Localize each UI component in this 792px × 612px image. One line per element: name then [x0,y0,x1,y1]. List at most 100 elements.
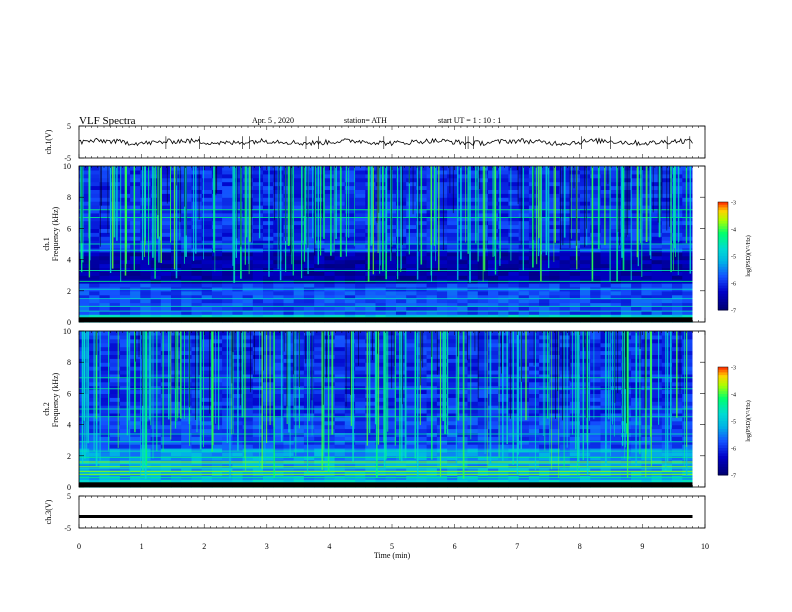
spectrogram-cell [498,409,509,414]
spectrogram-cell [498,451,509,457]
spectrogram-cell [447,451,458,457]
spectrogram-cell [283,479,295,484]
spectrogram-cell [130,263,141,268]
spectrogram-cell [273,467,285,472]
spectrogram-cell [641,471,653,476]
spectrogram-cell [518,416,530,422]
spectrogram-cell [610,385,622,391]
spectrogram-cell [150,412,162,418]
spectrogram-cell [232,283,244,288]
spectrogram-cell [528,205,540,210]
spectrogram-cell [150,354,162,359]
spectrogram-cell [191,193,203,198]
spectrogram-cell [211,240,223,245]
spectrogram-cell [130,471,141,476]
spectrogram-cell [140,244,152,249]
spectrogram-cell [375,346,387,352]
spectrogram-cell [375,201,387,206]
spectrogram-cell [293,290,305,296]
spectrogram-cell [201,334,213,340]
spectrogram-cell [273,389,285,394]
spectrogram-cell [324,177,336,183]
spectrogram-cell [355,283,366,288]
spectrogram-cell [191,310,203,315]
spectrogram-cell [436,358,448,363]
spectrogram-cell [661,467,673,472]
spectrogram-cell [365,409,377,414]
spectrogram-cell [314,314,325,319]
spectrogram-cell [365,467,377,472]
spectrogram-cell [252,271,264,276]
spectrogram-cell [334,346,346,352]
spectrogram-cell [355,228,366,233]
spectrogram-cell [263,455,274,461]
spectrogram-cell [477,294,489,300]
spectrogram-cell [631,267,642,272]
spectrogram-cell [150,169,162,175]
spectrogram-cell [109,354,121,359]
spectrogram-cell [651,424,663,430]
figure-title: VLF Spectra [79,115,136,127]
spectrogram-cell [344,381,356,387]
spectrogram-cell [518,193,530,198]
spectrogram-cell [201,185,213,190]
spectrogram-cell [631,181,642,187]
spectrogram-cell [406,350,417,355]
spectrogram-cell [79,240,90,245]
spectrogram-cell [528,420,540,426]
spectrogram-cell [385,401,397,406]
spectrogram-cell [314,342,325,348]
spectrogram-cell [498,193,509,198]
spectrogram-cell [314,251,325,257]
spectrogram-cell [119,463,131,469]
spectrogram-cell [273,479,285,484]
spectrogram-cell [600,310,612,315]
spectrogram-cell [109,251,121,257]
spectrogram-cell [150,350,162,355]
spectrogram-cell [171,432,182,437]
spectrogram-cell [334,428,346,433]
spectrogram-cell [109,424,121,430]
spectrogram-cell [99,212,111,218]
spectrogram-cell [651,440,663,445]
spectrogram-cell [263,338,274,344]
spectrogram-cell [457,294,469,300]
spectrogram-cell [385,259,397,265]
spectrogram-cell [406,173,417,179]
spectrogram-cell [160,275,172,280]
spectrogram-cell [518,393,530,398]
spectrogram-cell [232,302,244,307]
spectrogram-cell [488,436,499,441]
spectrogram-cell [324,389,336,394]
spectrogram-cell [661,267,673,272]
spectrogram-cell [181,331,192,336]
spectrogram-cell [119,358,131,363]
spectrogram-cell [641,416,653,422]
spectrogram-cell [324,205,336,210]
spectrogram-cell [610,240,622,245]
spectrogram-cell [559,354,571,359]
spectrogram-cell [672,420,683,426]
spectrogram-cell [569,228,581,233]
spectrogram-cell [641,302,653,307]
spectrogram-cell [375,208,387,214]
spectrogram-cell [232,208,244,214]
spectrogram-cell [447,420,458,426]
spectrogram-cell [447,208,458,214]
spectrogram-cell [467,177,479,183]
spectrogram-cell [631,216,642,222]
spectrogram-cell [447,310,458,315]
spectrogram-cell [324,240,336,245]
spectrogram-cell [672,290,683,296]
spectrogram-cell [324,463,336,469]
spectrogram-cell [303,255,315,261]
spectrogram-cell [436,451,448,457]
spectrogram-cell [559,290,571,296]
spectrogram-cell [580,440,591,445]
spectrogram-cell [211,455,223,461]
spectrogram-cell [447,228,458,233]
spectrogram-cell [539,255,550,261]
spectrogram-cell [109,310,121,315]
spectrogram-cell [324,471,336,476]
spectrogram-cell [559,467,571,472]
